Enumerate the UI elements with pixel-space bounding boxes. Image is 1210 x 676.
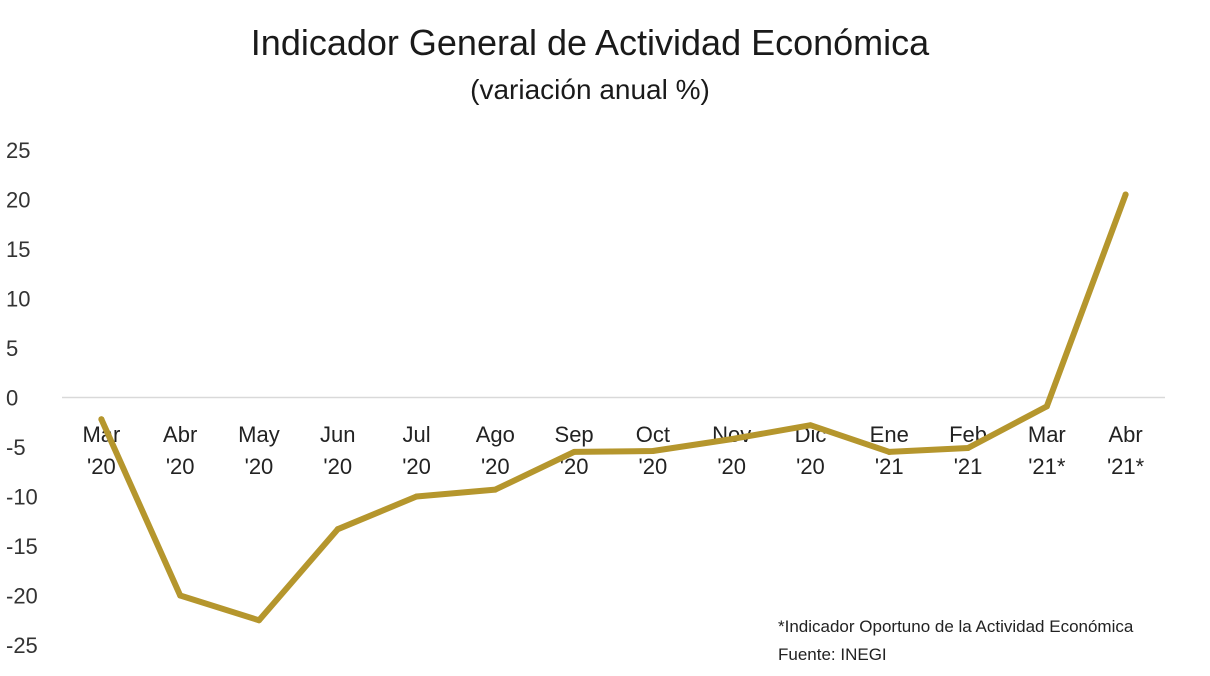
x-tick-label: '21* [1028, 454, 1066, 479]
data-point [886, 448, 893, 455]
x-tick-label: Ene [870, 422, 909, 447]
data-point [728, 436, 735, 443]
y-tick-label: 10 [6, 287, 30, 312]
x-tick-label: '20 [796, 454, 825, 479]
y-tick-label: -5 [6, 435, 26, 460]
y-tick-label: -25 [6, 633, 38, 658]
x-tick-label: '20 [87, 454, 116, 479]
x-tick-label: Abr [1108, 422, 1142, 447]
x-tick-label: Jun [320, 422, 355, 447]
data-point [177, 592, 184, 599]
x-tick-label: '20 [166, 454, 195, 479]
y-tick-label: -15 [6, 534, 38, 559]
y-tick-label: -20 [6, 584, 38, 609]
chart-title: Indicador General de Actividad Económica [250, 22, 930, 63]
source-note: Fuente: INEGI [778, 645, 887, 664]
x-tick-label: Sep [555, 422, 594, 447]
x-tick-label: '20 [323, 454, 352, 479]
x-tick-label: Jul [402, 422, 430, 447]
y-tick-label: 5 [6, 336, 18, 361]
x-tick-label: '20 [639, 454, 668, 479]
data-point [571, 448, 578, 455]
data-point [98, 416, 105, 423]
data-point [1043, 403, 1050, 410]
x-tick-label: May [238, 422, 280, 447]
x-tick-label: '20 [481, 454, 510, 479]
x-tick-label: Oct [636, 422, 670, 447]
x-tick-label: Ago [476, 422, 515, 447]
data-point [649, 447, 656, 454]
x-tick-label: '20 [717, 454, 746, 479]
x-tick-label: '20 [402, 454, 431, 479]
x-tick-label: '21 [875, 454, 904, 479]
data-point [255, 617, 262, 624]
y-tick-label: 15 [6, 237, 30, 262]
data-point [492, 486, 499, 493]
x-tick-label: '20 [245, 454, 274, 479]
footnote-indicator: *Indicador Oportuno de la Actividad Econ… [778, 617, 1134, 636]
x-tick-label: '21* [1107, 454, 1145, 479]
x-tick-label: Abr [163, 422, 197, 447]
y-tick-label: 0 [6, 386, 18, 411]
x-tick-label: Mar [1028, 422, 1066, 447]
series-line [98, 191, 1129, 624]
data-point [807, 422, 814, 429]
y-tick-label: 20 [6, 188, 30, 213]
chart-subtitle: (variación anual %) [470, 74, 710, 105]
data-point [413, 493, 420, 500]
data-point [965, 444, 972, 451]
y-tick-label: -10 [6, 485, 38, 510]
data-point [1122, 191, 1129, 198]
data-point [334, 526, 341, 533]
y-tick-label: 25 [6, 138, 30, 163]
x-tick-label: '21 [954, 454, 983, 479]
